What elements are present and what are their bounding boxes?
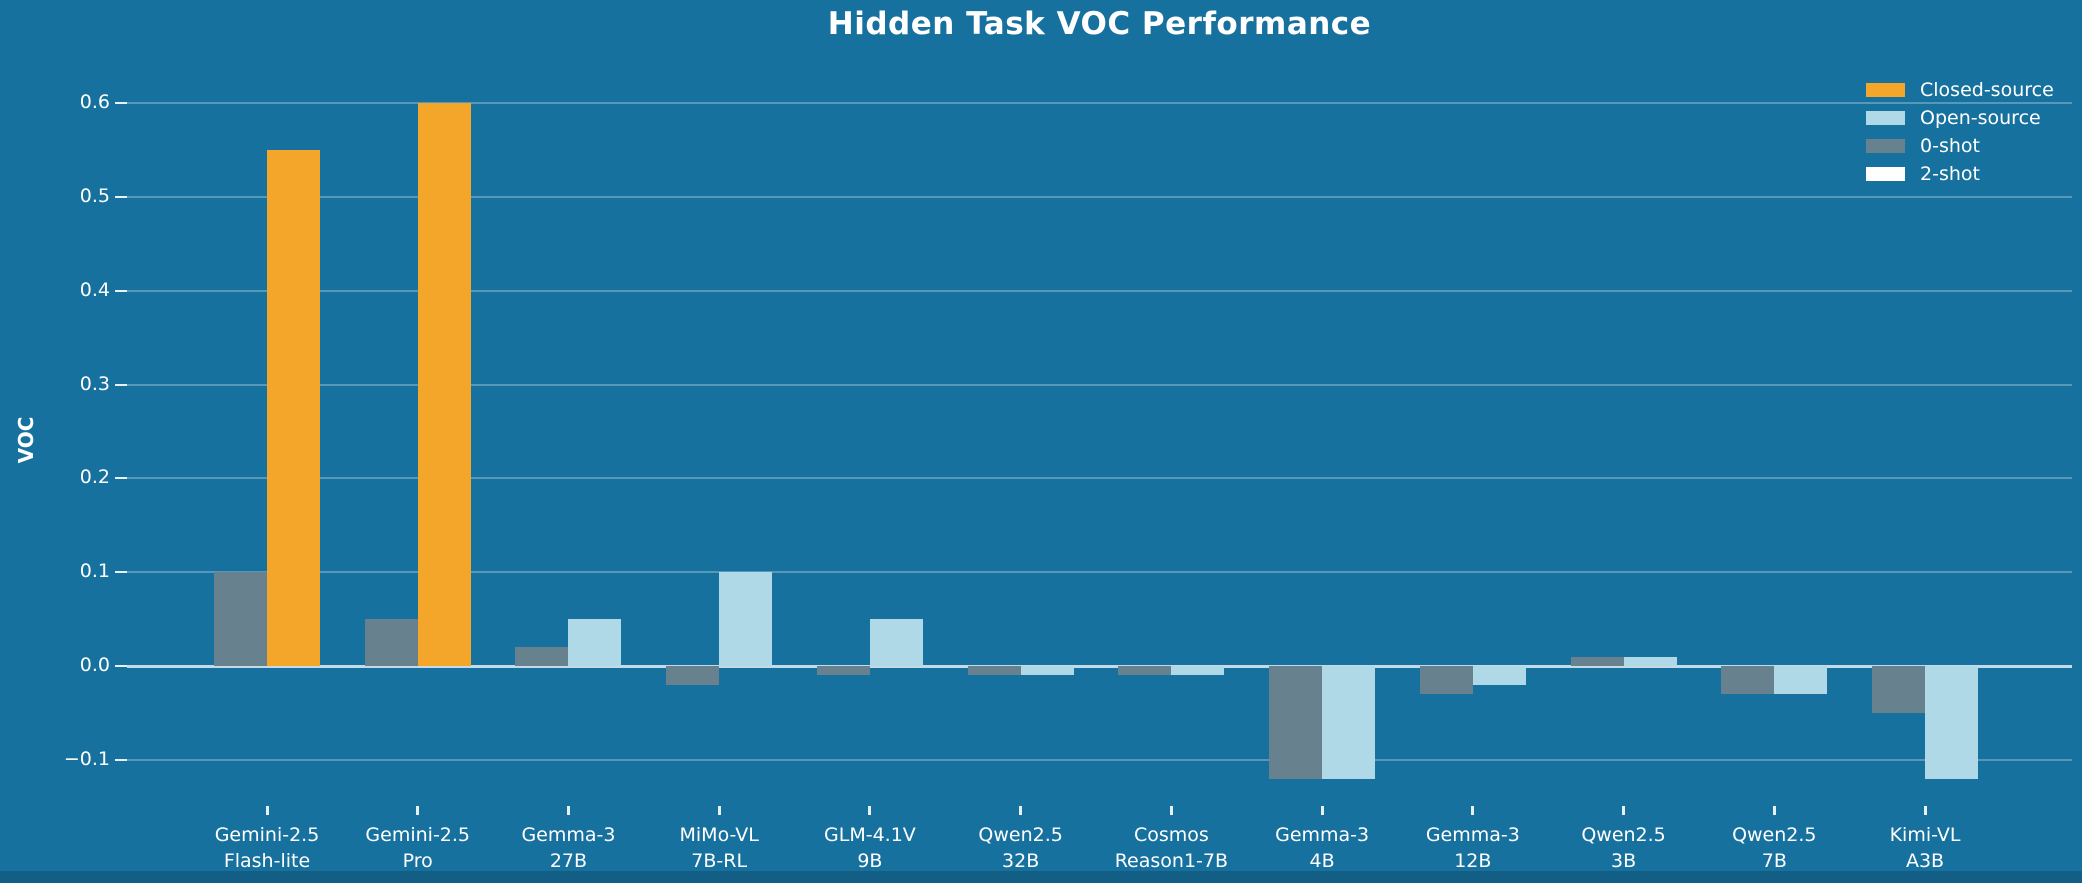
legend-swatch (1866, 139, 1905, 153)
legend-swatch (1866, 111, 1905, 125)
bar-0shot-glm-4.1v-9b (816, 666, 870, 676)
y-tick-mark (115, 196, 127, 198)
bar-0shot-qwen2.5-32b (967, 666, 1021, 676)
y-tick-mark (115, 102, 127, 105)
x-tick-label: Gemma-3 27B (521, 824, 616, 872)
x-tick-label: Gemini-2.5 Flash-lite (214, 824, 320, 872)
chart-title: Hidden Task VOC Performance (827, 6, 1372, 42)
x-tick-label: Gemma-3 12B (1425, 824, 1520, 872)
bar-2shot-gemma-3-4b (1322, 666, 1376, 779)
bar-0shot-qwen2.5-7b (1721, 666, 1775, 695)
legend-item-closed-source: Closed-source (1866, 79, 2054, 101)
gridline (127, 758, 2072, 761)
legend-swatch (1866, 83, 1905, 97)
x-tick-label: GLM-4.1V 9B (824, 824, 916, 872)
x-tick-mark (1169, 806, 1173, 815)
y-tick-label: 0.1 (79, 560, 110, 583)
x-tick-label: MiMo-VL 7B-RL (679, 824, 759, 872)
bar-0shot-qwen2.5-3b (1570, 656, 1624, 666)
gridline (127, 196, 2072, 198)
bar-2shot-gemma-3-12b (1472, 666, 1526, 685)
bar-0shot-gemma-3-12b (1419, 666, 1473, 695)
gridline (127, 477, 2072, 480)
legend: Closed-source Open-source 0-shot 2-shot (1866, 79, 2054, 192)
footer-strip (0, 871, 2082, 883)
gridline (127, 571, 2072, 574)
x-tick-label: Kimi-VL A3B (1889, 824, 1961, 872)
y-tick-label: 0.0 (79, 654, 110, 676)
bar-0shot-cosmos-reason1-7b (1118, 666, 1172, 676)
x-tick-mark (1622, 806, 1626, 815)
bar-0shot-gemma-3-27b (515, 647, 569, 666)
bar-2shot-qwen2.5-32b (1020, 666, 1074, 676)
gridline (127, 102, 2072, 105)
x-tick-mark (868, 806, 872, 815)
bar-2shot-qwen2.5-7b (1774, 666, 1828, 695)
x-tick-mark (1320, 806, 1324, 815)
y-tick-label: 0.4 (79, 278, 110, 301)
bar-0shot-gemma-3-4b (1269, 666, 1323, 779)
y-tick-mark (115, 477, 127, 480)
bar-2shot-kimi-vl-a3b (1925, 666, 1979, 779)
x-tick-mark (1019, 806, 1023, 815)
bar-0shot-mimo-vl-7b-rl (666, 666, 720, 685)
gridline (127, 289, 2072, 292)
x-tick-label: Qwen2.5 32B (978, 824, 1063, 872)
y-tick-label: 0.2 (79, 466, 110, 489)
bar-0shot-gemini-2.5-flash-lite (214, 572, 267, 666)
gridline (127, 383, 2072, 386)
x-tick-mark (1471, 806, 1475, 815)
bar-2shot-glm-4.1v-9b (869, 619, 923, 666)
bar-2shot-gemini-2.5-flash-lite (267, 150, 320, 666)
y-tick-mark (115, 571, 127, 574)
legend-label: 0-shot (1920, 135, 1980, 157)
bar-2shot-gemini-2.5-pro (417, 103, 471, 666)
x-tick-mark (416, 806, 420, 815)
x-tick-label: Gemini-2.5 Pro (365, 824, 471, 872)
y-tick-label: 0.5 (79, 185, 110, 207)
legend-label: Open-source (1920, 107, 2041, 129)
bar-2shot-cosmos-reason1-7b (1171, 666, 1225, 676)
legend-label: 2-shot (1920, 163, 1980, 185)
x-tick-label: Gemma-3 4B (1275, 824, 1370, 872)
y-tick-mark (115, 665, 127, 667)
legend-swatch (1866, 167, 1905, 181)
bar-2shot-qwen2.5-3b (1623, 656, 1677, 666)
x-tick-mark (265, 806, 269, 815)
bar-0shot-kimi-vl-a3b (1872, 666, 1926, 713)
bar-2shot-gemma-3-27b (568, 619, 622, 666)
legend-label: Closed-source (1920, 79, 2054, 101)
bar-0shot-gemini-2.5-pro (364, 619, 418, 666)
y-tick-mark (115, 758, 127, 761)
x-tick-mark (717, 806, 721, 815)
legend-item-2-shot: 2-shot (1866, 163, 2054, 185)
x-tick-mark (566, 806, 570, 815)
zero-gridline (127, 664, 2072, 668)
y-tick-label: −0.1 (63, 747, 110, 770)
y-tick-mark (115, 383, 127, 386)
legend-item-0-shot: 0-shot (1866, 135, 2054, 157)
bar-2shot-mimo-vl-7b-rl (719, 572, 773, 666)
y-tick-label: 0.3 (79, 372, 110, 395)
x-tick-label: Qwen2.5 7B (1732, 824, 1817, 872)
x-tick-mark (1772, 806, 1776, 815)
x-tick-mark (1923, 806, 1927, 815)
legend-item-open-source: Open-source (1866, 107, 2054, 129)
x-tick-label: Cosmos Reason1-7B (1114, 824, 1229, 872)
y-tick-label: 0.6 (79, 91, 110, 114)
x-tick-label: Qwen2.5 3B (1581, 824, 1666, 872)
y-tick-mark (115, 289, 127, 292)
